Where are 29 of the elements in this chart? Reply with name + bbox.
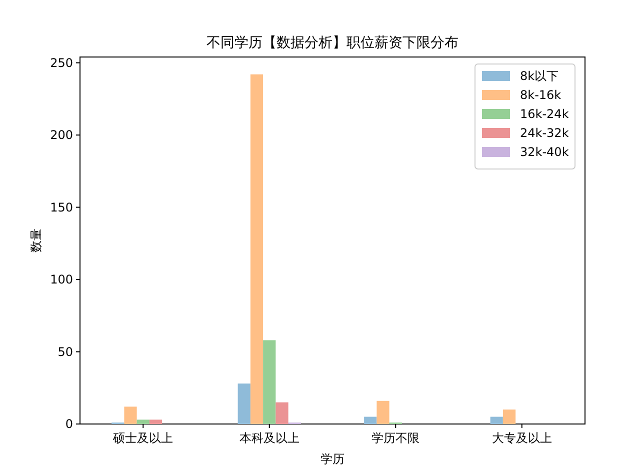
y-tick-label: 200 — [50, 128, 73, 142]
bar — [263, 340, 276, 424]
bar — [238, 384, 250, 424]
legend-label: 16k-24k — [520, 107, 569, 122]
legend-label: 32k-40k — [520, 145, 569, 160]
bar — [250, 74, 264, 424]
bar — [490, 416, 503, 424]
y-tick-label: 50 — [58, 344, 73, 359]
y-tick-label: 0 — [65, 417, 73, 432]
y-tick-label: 150 — [50, 200, 73, 214]
bar — [124, 406, 137, 424]
bar — [276, 402, 288, 424]
bar — [364, 416, 377, 424]
bar — [149, 420, 162, 424]
y-tick-label: 250 — [50, 56, 73, 70]
x-tick-label: 硕士及以上 — [112, 431, 174, 445]
bar — [136, 420, 150, 424]
chart-title: 不同学历【数据分析】职位薪资下限分布 — [206, 35, 458, 51]
x-tick-label: 本科及以上 — [239, 431, 300, 445]
x-tick-label: 大专及以上 — [492, 431, 552, 445]
y-axis-title: 数量 — [29, 228, 43, 252]
legend-label: 24k-32k — [520, 126, 569, 140]
bar — [502, 410, 516, 424]
bar — [376, 400, 390, 424]
y-tick-label: 100 — [50, 272, 73, 287]
x-tick-label: 学历不限 — [372, 431, 420, 445]
legend-label: 8k以下 — [520, 69, 559, 84]
legend-label: 8k-16k — [520, 88, 562, 102]
x-axis-title: 学历 — [320, 452, 344, 466]
